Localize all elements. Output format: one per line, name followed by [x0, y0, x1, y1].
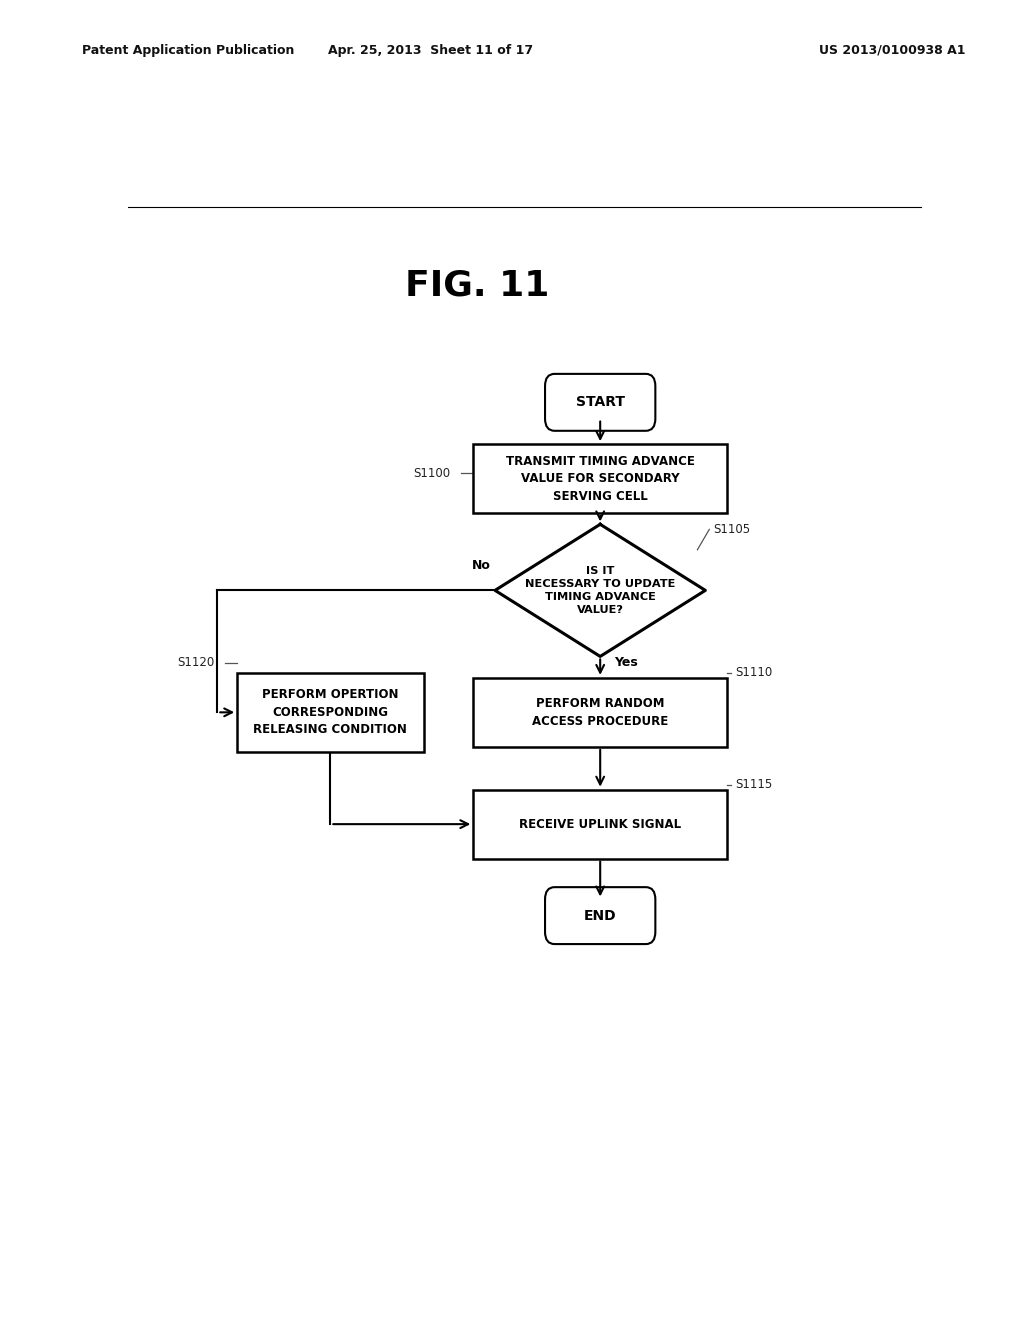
Text: Yes: Yes — [614, 656, 638, 668]
Text: S1115: S1115 — [735, 777, 772, 791]
Text: TRANSMIT TIMING ADVANCE
VALUE FOR SECONDARY
SERVING CELL: TRANSMIT TIMING ADVANCE VALUE FOR SECOND… — [506, 454, 694, 503]
Text: START: START — [575, 395, 625, 409]
FancyBboxPatch shape — [545, 374, 655, 430]
Text: Apr. 25, 2013  Sheet 11 of 17: Apr. 25, 2013 Sheet 11 of 17 — [328, 44, 532, 57]
Polygon shape — [495, 524, 706, 656]
Text: S1100: S1100 — [414, 467, 451, 480]
Text: IS IT
NECESSARY TO UPDATE
TIMING ADVANCE
VALUE?: IS IT NECESSARY TO UPDATE TIMING ADVANCE… — [525, 565, 676, 615]
Text: US 2013/0100938 A1: US 2013/0100938 A1 — [819, 44, 966, 57]
Text: FIG. 11: FIG. 11 — [406, 268, 549, 302]
Text: S1120: S1120 — [177, 656, 215, 669]
FancyBboxPatch shape — [238, 673, 424, 752]
FancyBboxPatch shape — [545, 887, 655, 944]
Text: RECEIVE UPLINK SIGNAL: RECEIVE UPLINK SIGNAL — [519, 817, 681, 830]
FancyBboxPatch shape — [473, 444, 727, 513]
Text: Patent Application Publication: Patent Application Publication — [82, 44, 294, 57]
Text: END: END — [584, 908, 616, 923]
Text: No: No — [472, 560, 492, 572]
Text: PERFORM OPERTION
CORRESPONDING
RELEASING CONDITION: PERFORM OPERTION CORRESPONDING RELEASING… — [253, 688, 408, 737]
Text: S1105: S1105 — [714, 523, 751, 536]
Text: S1110: S1110 — [735, 667, 772, 680]
Text: PERFORM RANDOM
ACCESS PROCEDURE: PERFORM RANDOM ACCESS PROCEDURE — [532, 697, 669, 727]
FancyBboxPatch shape — [473, 789, 727, 859]
FancyBboxPatch shape — [473, 677, 727, 747]
